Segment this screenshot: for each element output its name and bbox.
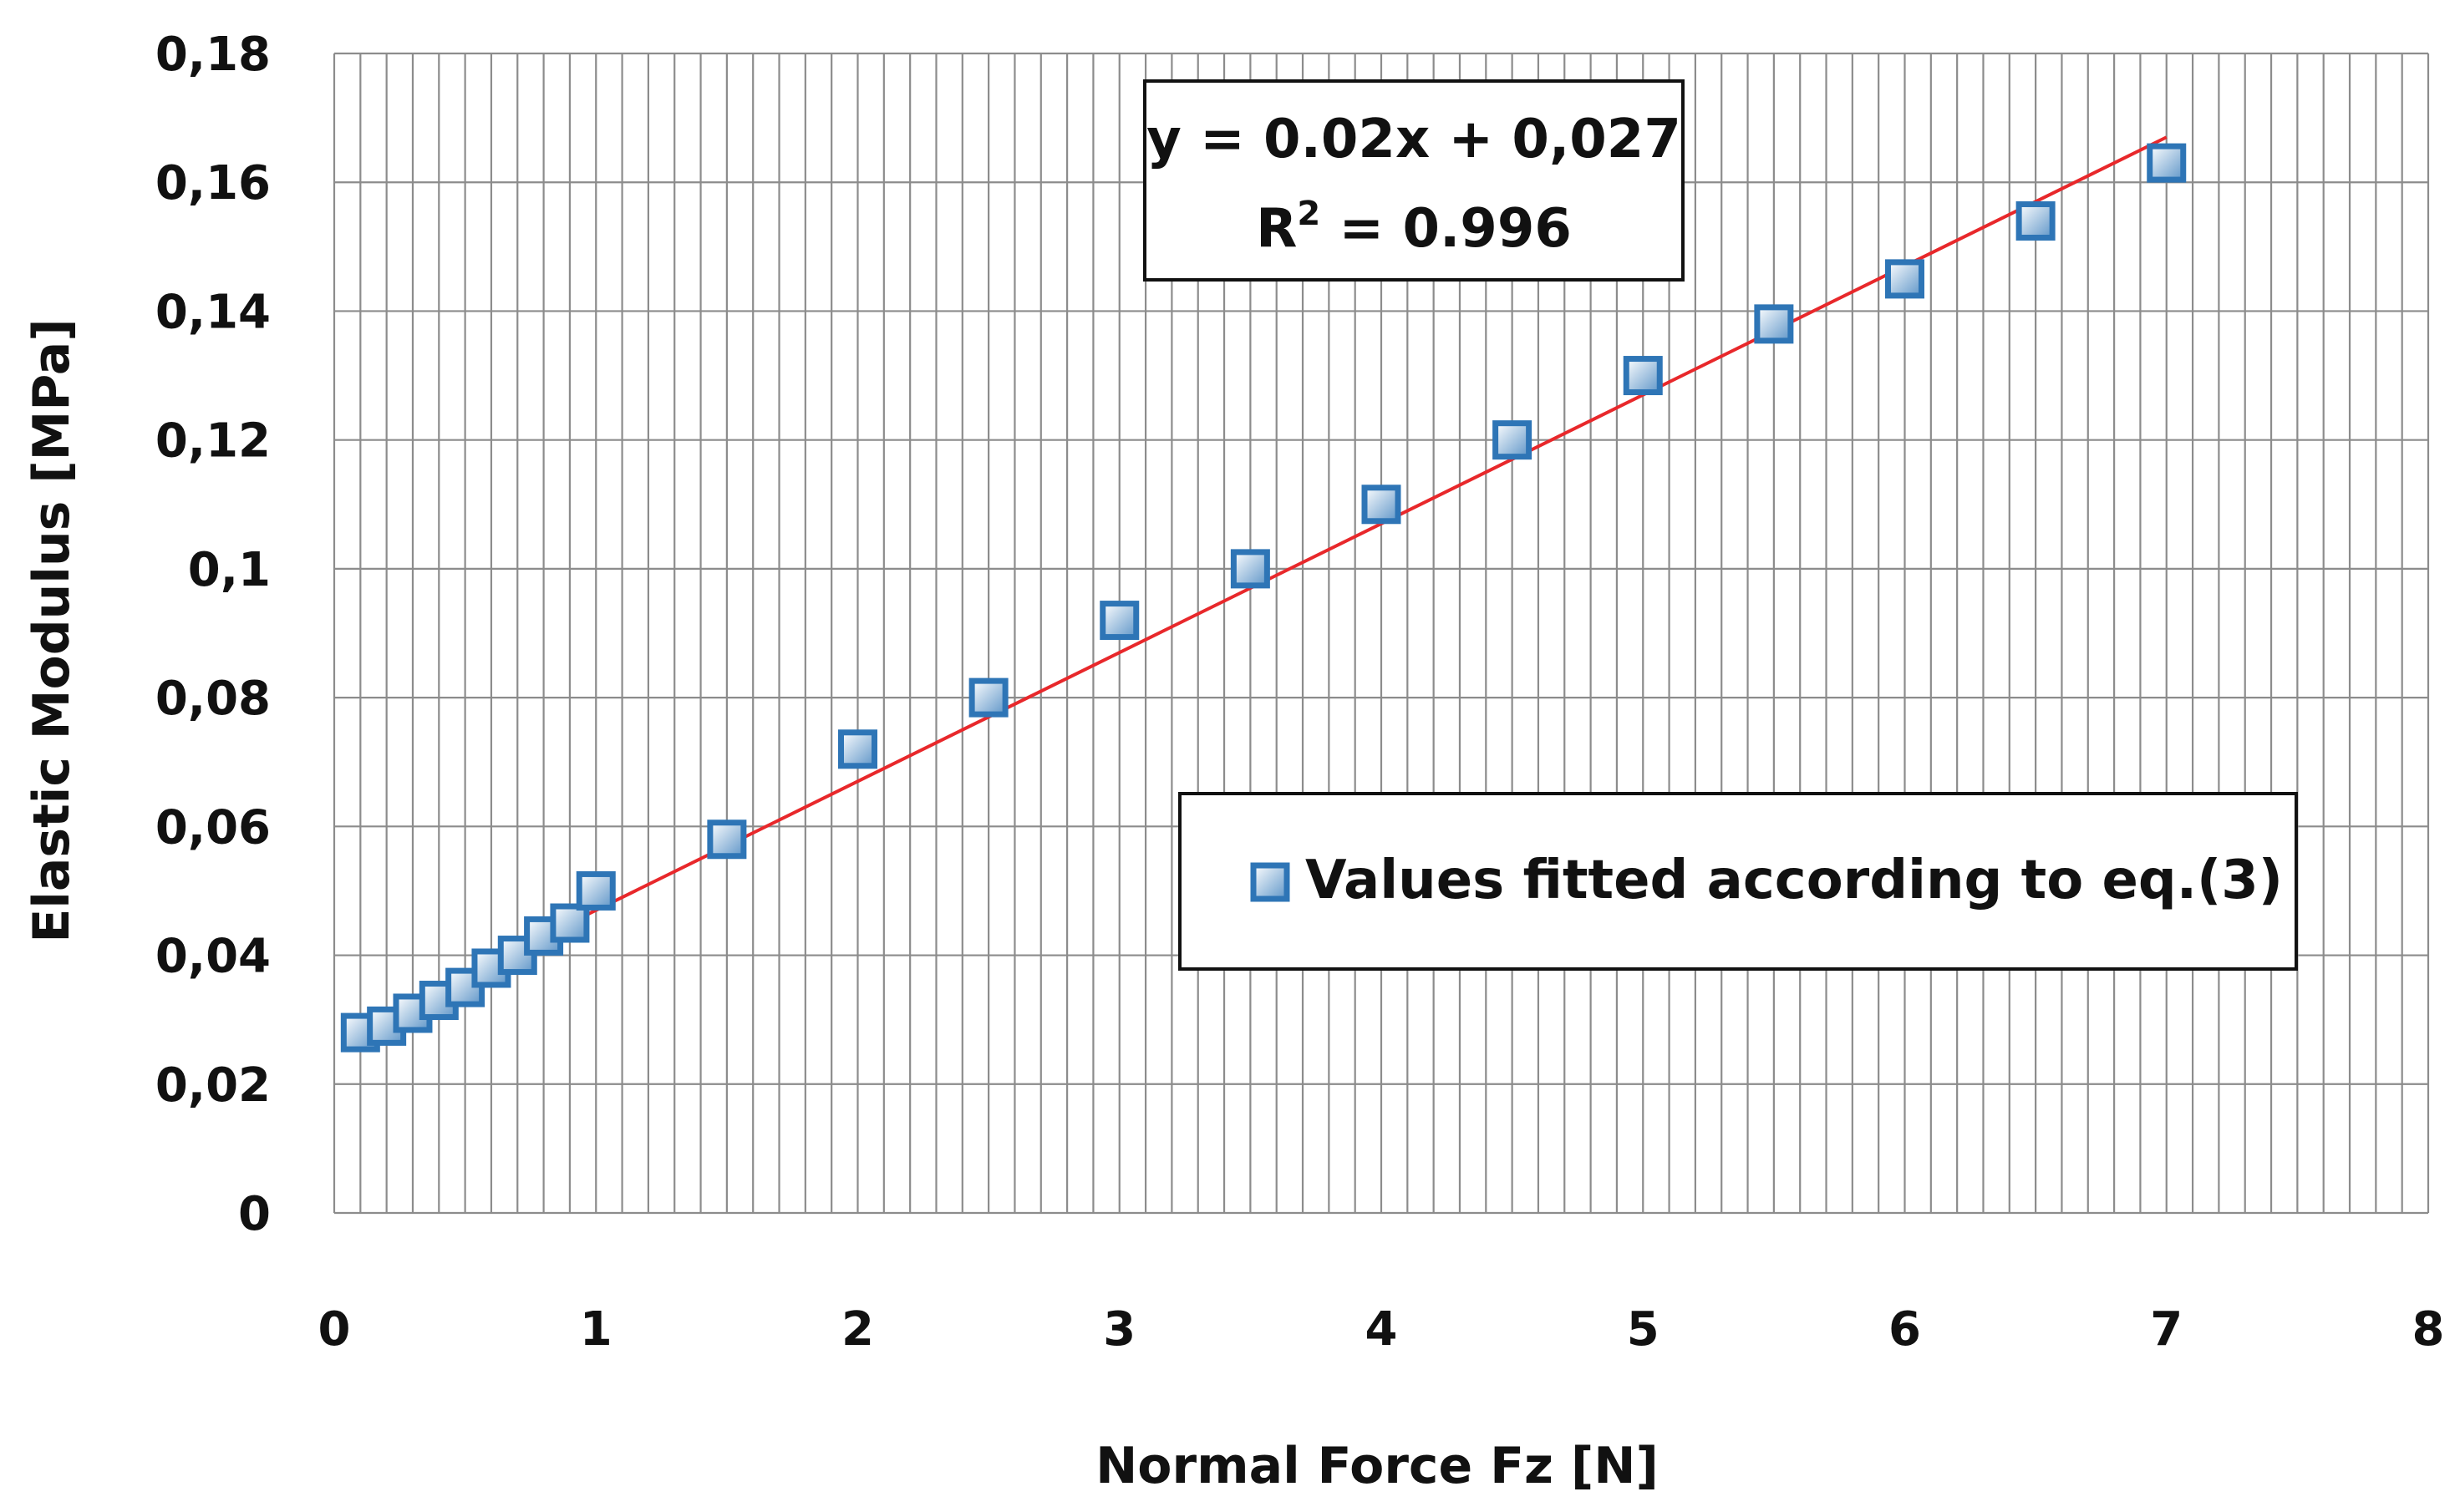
data-point	[838, 729, 877, 769]
y-tick-label: 0,16	[155, 156, 271, 211]
x-tick-label: 0	[318, 1302, 351, 1357]
y-tick-label: 0,12	[155, 414, 271, 469]
y-tick-label: 0,18	[155, 28, 271, 82]
x-tick-label: 7	[2150, 1302, 2183, 1357]
y-tick-label: 0,08	[155, 672, 271, 726]
x-axis-ticks: 0 1 2 3 4 5 6 7 8	[318, 1302, 2445, 1357]
y-tick-label: 0,02	[155, 1058, 271, 1113]
data-point	[1754, 304, 1794, 344]
data-point	[550, 903, 590, 943]
legend: Values fitted according to eq.(3)	[1178, 792, 2298, 971]
data-point	[968, 677, 1009, 718]
x-tick-label: 6	[1888, 1302, 1921, 1357]
legend-label: Values fitted according to eq.(3)	[1305, 850, 2283, 911]
x-tick-label: 2	[841, 1302, 874, 1357]
y-axis-title: Elastic Modulus [MPa]	[23, 318, 81, 942]
x-tick-label: 5	[1627, 1302, 1659, 1357]
data-point	[2015, 200, 2056, 241]
equation-box: y = 0.02x + 0,027 R2 = 0.996	[1143, 79, 1685, 282]
equation-box-frame	[1143, 79, 1685, 282]
y-tick-label: 0,1	[188, 543, 271, 597]
legend-marker	[1250, 862, 1290, 902]
x-tick-label: 4	[1365, 1302, 1398, 1357]
y-tick-label: 0,04	[155, 930, 271, 984]
x-tick-label: 8	[2412, 1302, 2445, 1357]
x-tick-label: 1	[580, 1302, 612, 1357]
y-tick-label: 0,06	[155, 800, 271, 855]
x-axis-title: Normal Force Fz [N]	[1095, 1437, 1659, 1495]
data-point	[1230, 549, 1270, 589]
data-point	[1361, 485, 1401, 525]
data-point	[1623, 356, 1663, 396]
data-point	[1885, 259, 1924, 299]
legend-frame	[1178, 792, 2298, 971]
x-tick-label: 3	[1103, 1302, 1136, 1357]
data-point	[707, 819, 747, 860]
r-squared: R2 = 0.996	[1256, 195, 1572, 260]
y-axis-ticks: 0 0,02 0,04 0,06 0,08 0,1 0,12 0,14 0,16 0,18	[155, 28, 271, 1241]
data-point	[1100, 601, 1140, 641]
data-points	[340, 143, 2187, 1053]
y-tick-label: 0,14	[155, 285, 271, 339]
y-tick-label: 0	[238, 1187, 271, 1241]
data-point	[576, 870, 616, 911]
data-point	[2147, 143, 2187, 183]
data-point	[1492, 420, 1532, 460]
trendline-equation: y = 0.02x + 0,027	[1146, 109, 1681, 170]
